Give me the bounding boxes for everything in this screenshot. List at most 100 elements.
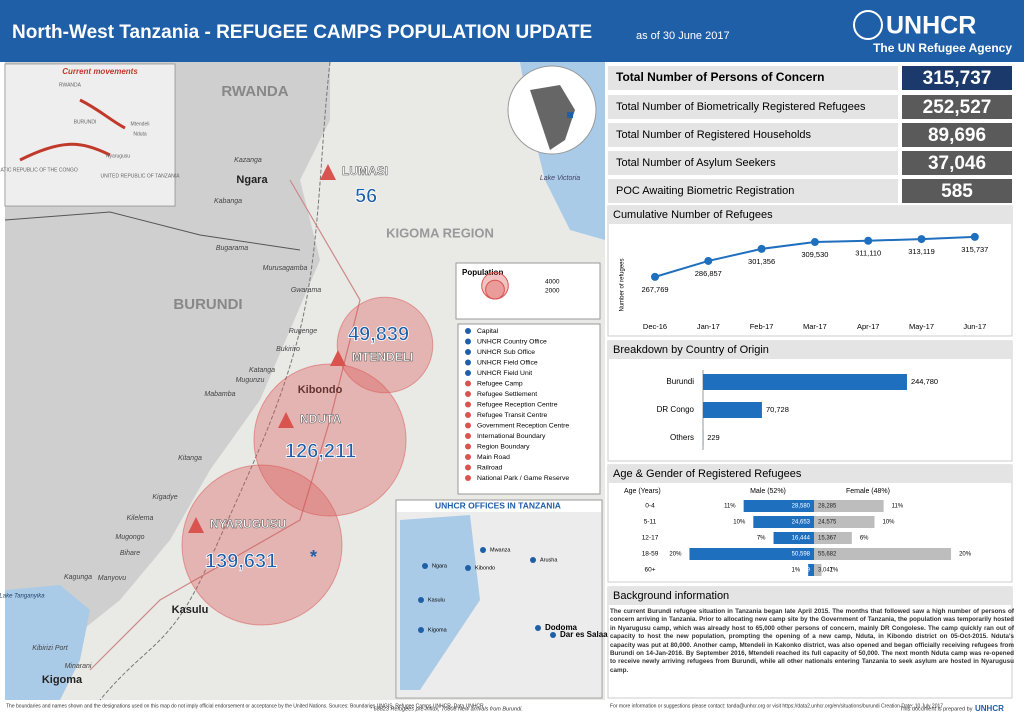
point <box>810 238 819 247</box>
population-legend <box>455 262 601 320</box>
legend-circle <box>485 279 505 300</box>
footnote: * 68823 Refugees pre-influx, 70808 New a… <box>370 706 523 712</box>
value-label: 70,728 <box>766 405 789 414</box>
offices-lake <box>400 515 480 690</box>
office-label: Kibondo <box>475 565 495 571</box>
share-label: 6% <box>860 536 869 542</box>
legend-icon <box>465 401 471 408</box>
legend-icon <box>465 464 471 471</box>
inset-land <box>6 65 174 205</box>
x-tick-label: May-17 <box>909 322 934 331</box>
legend-icon <box>465 422 471 429</box>
bar <box>703 374 907 390</box>
office-label: Dodoma <box>545 623 578 632</box>
legend-item: UNHCR Country Office <box>477 338 547 345</box>
office-label: Ngara <box>432 563 448 569</box>
value-label: 229 <box>707 433 720 442</box>
place-label: RWANDA <box>221 83 288 100</box>
office-icon <box>535 625 541 631</box>
bar <box>773 532 814 544</box>
legend-icon <box>465 328 471 334</box>
camp-circle <box>181 464 343 626</box>
age-label: 12-17 <box>642 535 659 542</box>
place-label: KIGOMA REGION <box>386 225 494 240</box>
x-tick-label: Mar-17 <box>803 322 827 331</box>
legend-item: Region Boundary <box>477 443 530 450</box>
category-label: Burundi <box>666 377 694 386</box>
key-label-box <box>608 151 898 175</box>
key-label: Total Number of Biometrically Registered… <box>616 101 866 113</box>
place-label: Gwarama <box>291 287 321 294</box>
place-label: Kilelema <box>127 515 154 522</box>
value-label: 2,369 <box>795 568 811 574</box>
credit: This document is prepared by <box>900 706 973 712</box>
legend-item: International Boundary <box>477 433 546 440</box>
inset-label: Mtendeli <box>131 121 150 127</box>
org: UNHCR <box>886 12 976 40</box>
section-title: Breakdown by Country of Origin <box>613 344 769 356</box>
camp-icon <box>320 164 336 180</box>
place-label: Lake Tanganyika <box>0 594 45 600</box>
place-label: Ngara <box>236 174 268 186</box>
bar <box>814 500 884 512</box>
age-label: 0-4 <box>645 503 655 510</box>
key-value: 89,696 <box>928 125 986 146</box>
inset-label: Nduta <box>133 131 147 137</box>
point <box>970 232 979 241</box>
key-label: Total Number of Asylum Seekers <box>616 157 776 169</box>
x-tick-label: Feb-17 <box>750 322 774 331</box>
place-label: Bihare <box>120 550 140 557</box>
office-icon <box>530 557 536 563</box>
value-label: 16,444 <box>792 536 811 542</box>
share-label: 11% <box>724 504 736 510</box>
camp-name: NDUTA <box>300 412 341 426</box>
bar <box>743 500 814 512</box>
legend-item: Government Reception Centre <box>477 422 569 429</box>
bar <box>814 532 852 544</box>
contact: For more information or suggestions plea… <box>610 703 943 709</box>
key-value-box <box>902 66 1012 90</box>
camp-note: * <box>310 547 317 567</box>
credit-org: UNHCR <box>975 704 1004 713</box>
africa <box>530 85 575 150</box>
office-icon <box>418 597 424 603</box>
age-label: 60+ <box>644 567 655 574</box>
value-label: 286,857 <box>695 269 722 278</box>
share-label: 10% <box>882 520 895 526</box>
camp-icon <box>330 350 346 366</box>
camp-population: 126,211 <box>285 440 356 462</box>
camp-icon <box>278 412 294 428</box>
inset-label: UNITED REPUBLIC OF TANZANIA <box>101 173 181 179</box>
value-label: 50,598 <box>792 552 811 558</box>
legend-icon <box>465 443 471 450</box>
legend-size: 2000 <box>545 288 560 295</box>
point <box>917 235 926 244</box>
section-box <box>607 586 1013 699</box>
age-header: Age (Years) <box>624 488 661 495</box>
lake-tanganyika <box>5 585 90 700</box>
section-header <box>608 206 1012 224</box>
office-icon <box>418 627 424 633</box>
point <box>864 236 873 245</box>
place-label: BURUNDI <box>173 296 242 313</box>
place-label: Kigadye <box>152 494 177 501</box>
key-value: 315,737 <box>923 68 992 89</box>
share-label: 1% <box>830 568 839 574</box>
place-label: Bugarama <box>216 245 248 252</box>
age-label: 5-11 <box>644 519 657 526</box>
place-label: Kigoma <box>42 674 83 686</box>
neighbour-countries <box>5 62 330 650</box>
office-label: Dar es Salaam <box>560 630 615 639</box>
unhcr-logo <box>853 10 883 40</box>
share-label: 20% <box>959 552 972 558</box>
section-box <box>607 205 1013 337</box>
bar <box>814 564 822 576</box>
key-value-box <box>902 151 1012 175</box>
legend-entry: Male (52%) <box>750 488 786 495</box>
bar <box>808 564 814 576</box>
legend-icon <box>465 391 471 397</box>
value-label: 301,356 <box>748 257 775 266</box>
point <box>651 272 659 281</box>
place-label: Katanga <box>249 367 275 374</box>
camp-name: NYARUGUSU <box>210 517 286 531</box>
